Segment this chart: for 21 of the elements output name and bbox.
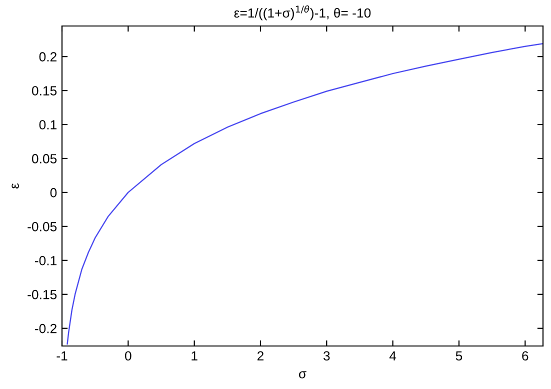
x-tick-label: 3 (323, 351, 330, 361)
y-tick-label: 0 (50, 188, 57, 198)
chart-title: ε=1/((1+σ)$^{1/θ}$)-1, θ= -10 (234, 5, 371, 20)
line-series (66, 43, 543, 345)
y-tick-label: -0.05 (28, 222, 57, 232)
x-tick-label: 6 (522, 351, 528, 361)
x-tick-label: 5 (456, 351, 462, 361)
x-tick-label: 2 (257, 351, 264, 360)
y-axis-title: ε (12, 183, 19, 188)
x-tick-label: 0 (125, 351, 132, 361)
x-tick-label: -1 (56, 351, 68, 360)
y-tick-label: 0.15 (32, 86, 57, 96)
y-tick-label: -0.2 (34, 324, 56, 334)
y-tick-label: 0.1 (39, 120, 56, 130)
x-tick-label: 4 (389, 351, 396, 360)
y-tick-label: -0.15 (28, 290, 57, 300)
y-tick-label: 0.05 (32, 154, 57, 164)
y-tick-label: -0.1 (34, 256, 56, 266)
x-tick-label: 1 (192, 351, 198, 360)
x-axis-title: σ (298, 371, 306, 378)
y-tick-label: 0.2 (39, 52, 56, 62)
